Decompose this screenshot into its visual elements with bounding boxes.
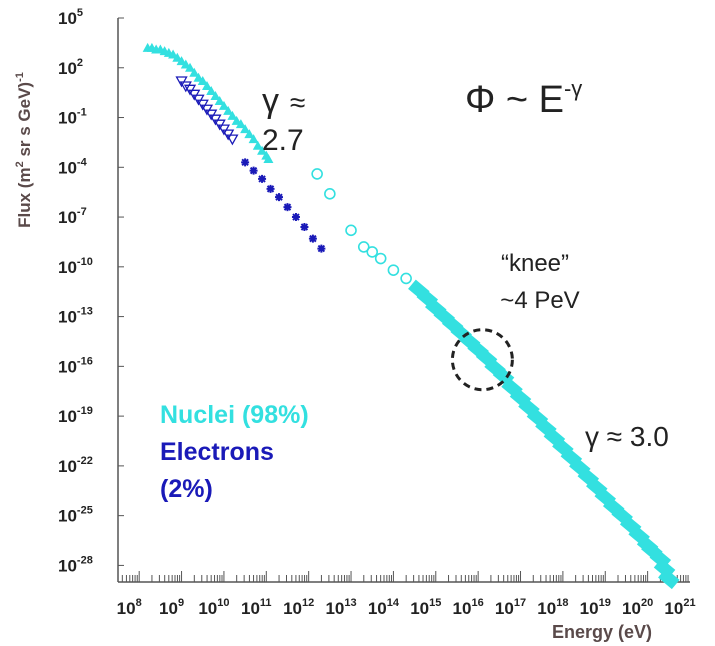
x-tick-labels: 108 109 1010 1011 1012 1013 1014 1015 1016 1017 10… bbox=[117, 597, 696, 618]
y-tick-label: 10-19 bbox=[58, 405, 93, 426]
nuclei-point bbox=[197, 76, 208, 86]
y-tick-label: 10-16 bbox=[58, 355, 93, 376]
legend-electrons-line1: Electrons bbox=[160, 438, 274, 466]
nuclei-point bbox=[324, 188, 336, 200]
x-tick-label: 1010 bbox=[198, 597, 229, 618]
electron-point bbox=[179, 81, 192, 93]
y-axis-title-rest: sr s GeV) bbox=[15, 82, 34, 161]
nuclei-point bbox=[214, 95, 225, 105]
electron-point bbox=[266, 184, 275, 193]
electron-point bbox=[317, 244, 326, 253]
knee-circle bbox=[450, 328, 514, 392]
series-nuclei bbox=[142, 42, 680, 590]
formula-annotation: Φ ~ E-γ bbox=[465, 76, 582, 121]
knee-label-line1: “knee” bbox=[501, 250, 569, 277]
y-axis-title-main: Flux (m bbox=[15, 167, 34, 227]
electron-point bbox=[258, 174, 267, 183]
nuclei-point bbox=[263, 154, 274, 163]
nuclei-point bbox=[400, 272, 412, 285]
x-tick-label: 109 bbox=[159, 597, 184, 618]
nuclei-point bbox=[201, 81, 212, 91]
x-minor-ticks bbox=[121, 571, 689, 582]
y-tick-label: 10-22 bbox=[58, 455, 93, 476]
nuclei-point bbox=[257, 145, 268, 155]
nuclei-point bbox=[206, 85, 217, 95]
electron-point bbox=[241, 158, 250, 167]
y-tick-label: 10-13 bbox=[58, 306, 93, 327]
y-axis-title: Flux (m2 sr s GeV)-1 bbox=[14, 72, 34, 228]
y-axis-title-sup2: 2 bbox=[14, 161, 26, 167]
x-tick-label: 1020 bbox=[622, 597, 653, 618]
y-tick-label: 10-7 bbox=[58, 206, 87, 227]
nuclei-point bbox=[357, 241, 370, 253]
series-electrons bbox=[175, 76, 326, 253]
y-tick-label: 10-10 bbox=[58, 256, 93, 277]
electron-point bbox=[300, 223, 309, 232]
y-tick-label: 10-28 bbox=[58, 554, 93, 575]
electron-point bbox=[283, 203, 292, 212]
y-tick-label: 10-1 bbox=[58, 107, 87, 128]
nuclei-point bbox=[240, 124, 251, 134]
x-tick-label: 1013 bbox=[325, 597, 356, 618]
electron-point bbox=[275, 193, 284, 202]
nuclei-point bbox=[210, 90, 221, 100]
legend-electrons-line2: (2%) bbox=[160, 475, 213, 503]
x-tick-label: 1016 bbox=[453, 597, 484, 618]
nuclei-point bbox=[189, 67, 200, 77]
nuclei-point bbox=[218, 100, 229, 110]
nuclei-point bbox=[235, 119, 246, 129]
y-tick-label: 10-25 bbox=[58, 505, 93, 526]
formula-main: Φ ~ E bbox=[465, 79, 564, 121]
y-axis-title-sup: -1 bbox=[14, 72, 26, 82]
x-axis-title: Energy (eV) bbox=[552, 622, 652, 642]
gamma-low-symbol: γ bbox=[262, 82, 279, 120]
nuclei-point bbox=[345, 224, 357, 237]
nuclei-point bbox=[311, 168, 323, 180]
knee-label-line2: ~4 PeV bbox=[500, 287, 579, 314]
x-tick-label: 108 bbox=[117, 597, 142, 618]
x-tick-label: 1017 bbox=[495, 597, 526, 618]
x-tick-label: 1012 bbox=[283, 597, 314, 618]
gamma-high-label: γ ≈ 3.0 bbox=[585, 421, 669, 452]
electron-point bbox=[249, 166, 258, 175]
x-tick-label: 1014 bbox=[368, 597, 400, 618]
x-tick-label: 1018 bbox=[537, 597, 568, 618]
x-tick-label: 1019 bbox=[580, 597, 611, 618]
legend-nuclei: Nuclei (98%) bbox=[160, 401, 309, 429]
x-tick-label: 1015 bbox=[410, 597, 441, 618]
electron-point bbox=[291, 213, 300, 222]
nuclei-point bbox=[185, 62, 196, 72]
nuclei-point bbox=[223, 105, 234, 115]
y-tick-labels: 105 102 10-1 10-4 10-7 10-10 10-13 10-16 10-19 10… bbox=[58, 7, 124, 575]
nuclei-point bbox=[252, 140, 263, 150]
formula-sup: -γ bbox=[564, 76, 582, 101]
nuclei-point bbox=[227, 110, 238, 120]
nuclei-point bbox=[248, 134, 259, 144]
plot-frame bbox=[117, 18, 690, 583]
y-tick-label: 102 bbox=[58, 57, 83, 78]
x-tick-label: 1011 bbox=[241, 597, 272, 618]
nuclei-point bbox=[658, 568, 680, 590]
nuclei-point bbox=[244, 129, 255, 139]
x-tick-label: 1021 bbox=[664, 597, 695, 618]
electron-point bbox=[226, 134, 239, 146]
electron-point bbox=[308, 234, 317, 243]
gamma-low-approx: ≈ bbox=[290, 87, 305, 118]
y-tick-label: 10-4 bbox=[58, 156, 88, 177]
y-tick-label: 105 bbox=[58, 7, 83, 28]
nuclei-point bbox=[387, 264, 400, 276]
nuclei-point bbox=[366, 246, 379, 258]
nuclei-point bbox=[374, 252, 387, 265]
gamma-low-value: 2.7 bbox=[262, 124, 304, 157]
